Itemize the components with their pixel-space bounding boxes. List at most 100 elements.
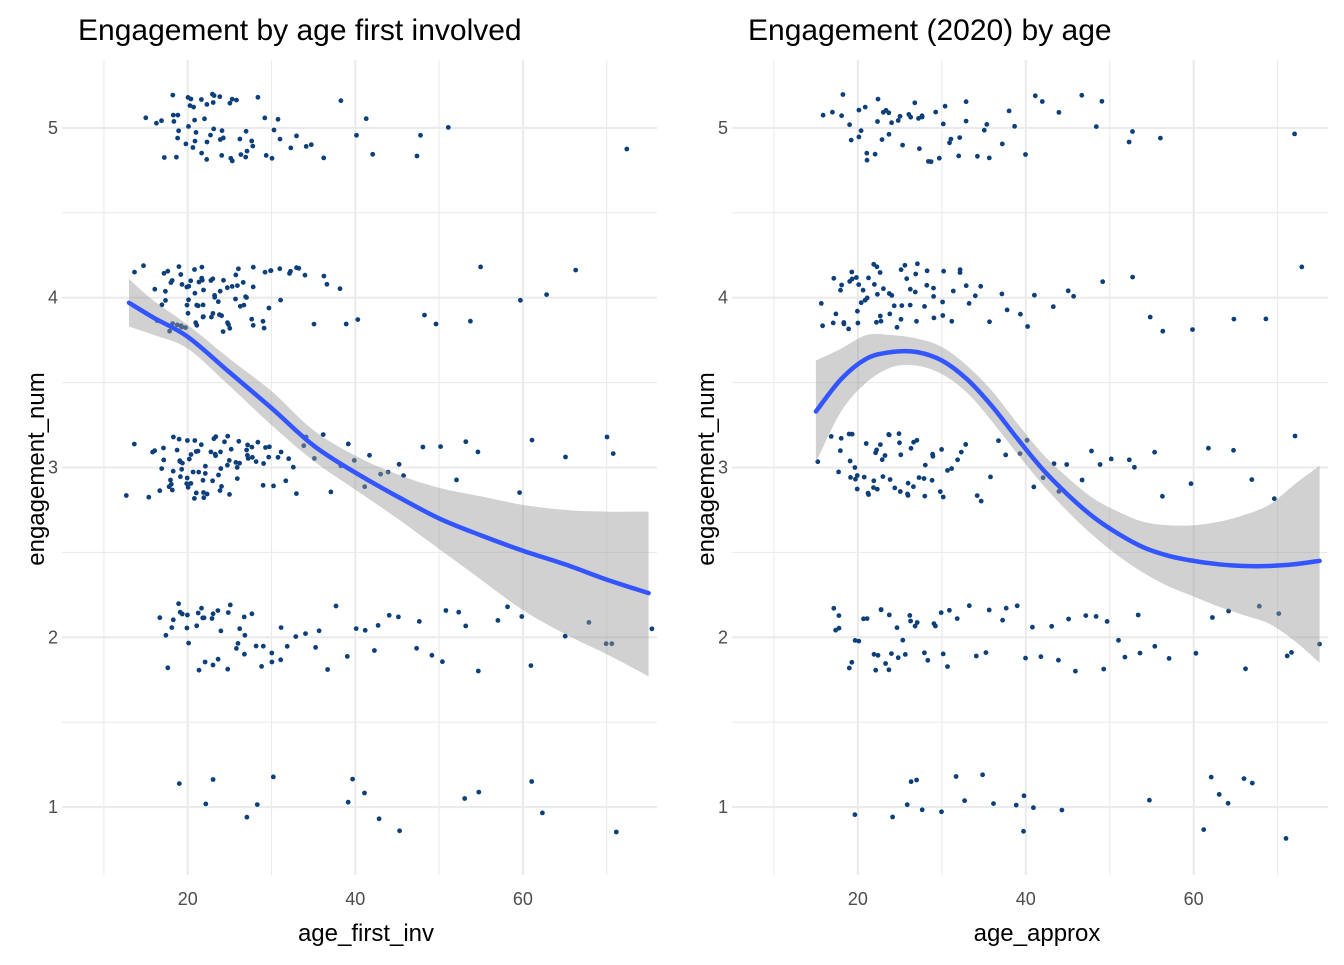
- data-point: [219, 313, 225, 319]
- left-y-tick-labels: 1 2 3 4 5: [48, 118, 58, 817]
- data-point: [1100, 279, 1106, 285]
- data-point: [204, 157, 210, 162]
- data-point: [237, 460, 243, 466]
- data-point: [1135, 612, 1141, 618]
- data-point: [184, 302, 190, 308]
- data-point: [386, 612, 392, 618]
- data-point: [283, 478, 289, 484]
- data-point: [818, 301, 824, 306]
- data-point: [166, 484, 172, 490]
- data-point: [176, 436, 182, 442]
- data-point: [351, 458, 357, 463]
- data-point: [861, 474, 867, 480]
- data-point: [1032, 292, 1037, 298]
- data-point: [1003, 452, 1009, 458]
- data-point: [396, 614, 401, 620]
- data-point: [529, 779, 535, 784]
- data-point: [924, 268, 930, 274]
- data-point: [905, 480, 911, 486]
- data-point: [981, 127, 987, 133]
- data-point: [438, 444, 443, 449]
- data-point: [165, 665, 171, 671]
- data-point: [234, 646, 239, 651]
- data-point: [911, 484, 916, 490]
- data-point: [242, 632, 248, 638]
- data-point: [1066, 616, 1071, 622]
- data-point: [243, 154, 249, 160]
- data-point: [350, 776, 355, 782]
- x-tick-label: 20: [848, 889, 868, 909]
- data-point: [1013, 802, 1019, 808]
- x-tick-label: 60: [513, 889, 533, 909]
- y-tick-label: 4: [718, 288, 728, 308]
- data-point: [213, 434, 219, 440]
- data-point: [883, 661, 888, 666]
- data-point: [1039, 99, 1045, 104]
- data-point: [978, 283, 984, 289]
- data-point: [1206, 445, 1211, 451]
- data-point: [185, 95, 191, 100]
- data-point: [200, 477, 206, 483]
- data-point: [204, 102, 210, 107]
- data-point: [244, 447, 250, 453]
- data-point: [354, 132, 359, 138]
- data-point: [211, 126, 217, 132]
- data-point: [218, 449, 223, 455]
- data-point: [260, 643, 266, 649]
- data-point: [609, 641, 615, 647]
- left-y-axis-label: engagement_num: [23, 372, 50, 565]
- data-point: [897, 440, 902, 446]
- data-point: [872, 151, 878, 157]
- data-point: [161, 445, 166, 451]
- data-point: [143, 115, 149, 121]
- data-point: [887, 311, 893, 317]
- data-point: [250, 264, 256, 270]
- data-point: [975, 153, 980, 159]
- data-point: [914, 620, 920, 625]
- data-point: [202, 471, 208, 476]
- data-point: [186, 456, 192, 462]
- y-tick-label: 2: [48, 627, 58, 647]
- data-point: [225, 433, 231, 439]
- data-point: [263, 445, 268, 450]
- data-point: [179, 611, 185, 617]
- data-point: [468, 318, 473, 324]
- data-point: [1003, 605, 1009, 611]
- data-point: [1038, 654, 1044, 660]
- data-point: [243, 128, 249, 134]
- data-point: [879, 137, 885, 143]
- data-point: [1097, 462, 1103, 467]
- data-point: [1193, 650, 1199, 656]
- data-point: [244, 148, 250, 154]
- data-point: [378, 471, 383, 477]
- data-point: [930, 451, 935, 457]
- data-point: [949, 466, 954, 471]
- data-point: [210, 478, 216, 484]
- data-point: [1050, 304, 1056, 310]
- data-point: [333, 603, 339, 609]
- left-x-axis-label: age_first_inv: [298, 920, 434, 947]
- data-point: [1021, 793, 1027, 799]
- data-point: [152, 448, 158, 454]
- data-point: [886, 667, 892, 673]
- data-point: [243, 294, 249, 300]
- data-point: [179, 324, 185, 330]
- data-point: [233, 296, 238, 302]
- x-tick-label: 60: [1184, 889, 1204, 909]
- data-point: [170, 468, 176, 474]
- data-point: [456, 609, 462, 615]
- data-point: [302, 272, 308, 278]
- data-point: [269, 650, 275, 656]
- data-point: [1152, 449, 1157, 455]
- data-point: [167, 328, 173, 334]
- data-point: [966, 603, 972, 609]
- data-point: [1126, 139, 1132, 145]
- data-point: [1152, 643, 1158, 649]
- data-point: [1065, 288, 1071, 294]
- data-point: [1071, 293, 1076, 299]
- data-point: [250, 284, 256, 290]
- data-point: [313, 645, 318, 650]
- data-point: [266, 454, 272, 460]
- data-point: [270, 774, 276, 780]
- y-tick-label: 1: [48, 797, 58, 817]
